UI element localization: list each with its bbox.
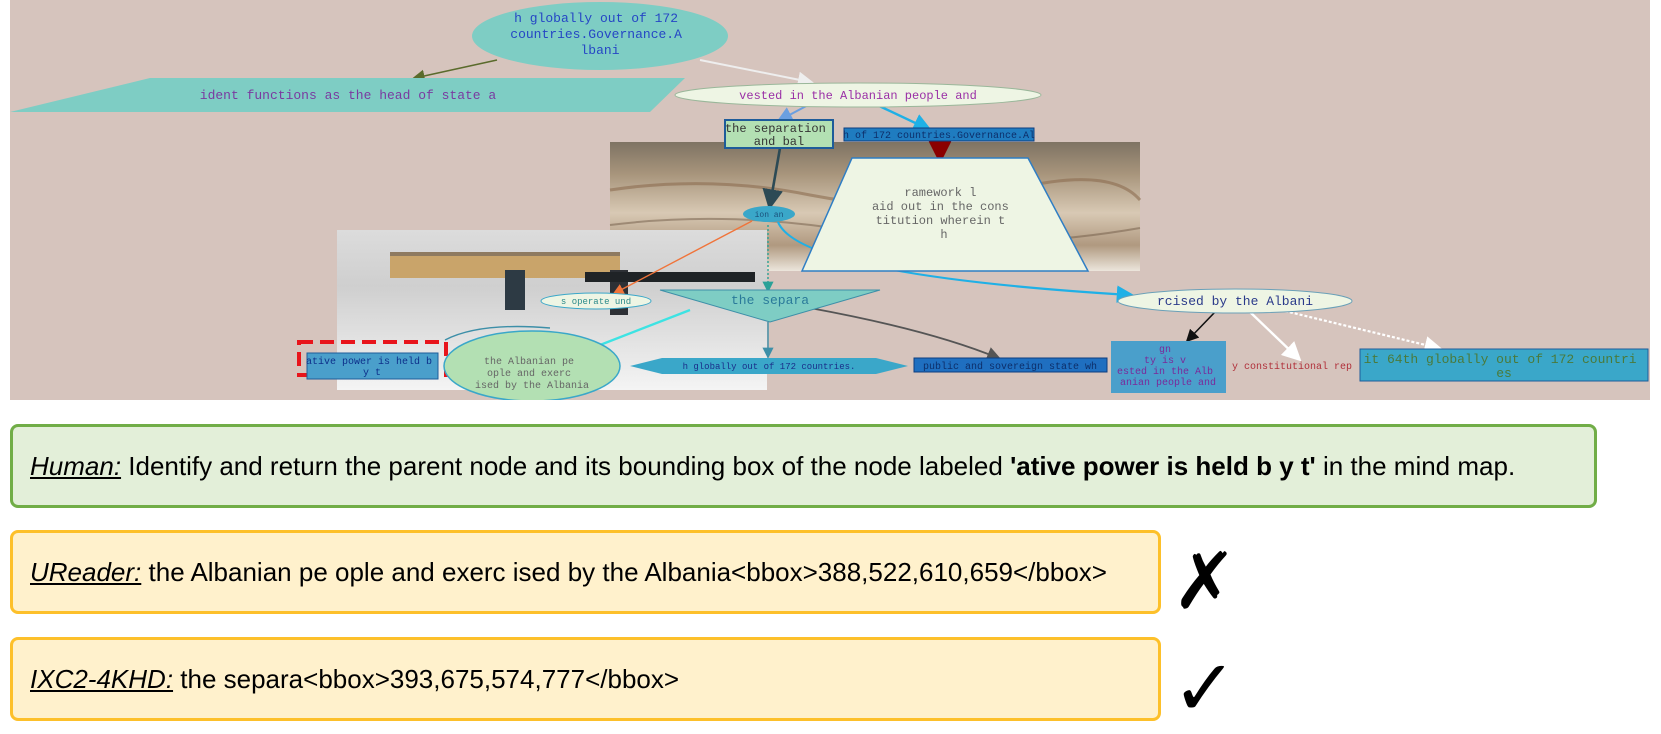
svg-text:rcised by the Albani: rcised by the Albani	[1157, 294, 1313, 309]
ixc2-speaker-label: IXC2-4KHD:	[30, 664, 173, 694]
ixc2-answer: the separa<bbox>393,675,574,777</bbox>	[173, 664, 679, 694]
node-public-line-1: public and sovereign state wh	[923, 361, 1097, 373]
node-top-line-3: lbani	[580, 43, 619, 58]
node-albanian-line-1: the Albanian pe	[484, 356, 574, 368]
human-query-label: 'ative power is held b y t'	[1010, 451, 1316, 481]
svg-text:s operate und: s operate und	[561, 297, 631, 307]
node-small-line-1: ion an	[755, 211, 784, 220]
human-speaker-label: Human:	[30, 451, 121, 481]
node-separa-line-1: the separa	[731, 293, 809, 308]
node-constitutional: y constitutional rep	[1232, 361, 1352, 373]
node-rcised: rcised by the Albani	[1118, 289, 1352, 313]
ixc2-answer-text: IXC2-4KHD: the separa<bbox>393,675,574,7…	[30, 640, 679, 718]
node-albanian: the Albanian pe ople and exerc ised by t…	[444, 331, 620, 400]
node-albanian-line-3: ised by the Albania	[475, 380, 589, 392]
ureader-answer-panel: UReader: the Albanian pe ople and exerc …	[10, 530, 1161, 614]
node-separation-bal: the separation and bal	[725, 120, 833, 149]
ureader-speaker-label: UReader:	[30, 557, 141, 587]
human-prompt-before: Identify and return the parent node and …	[121, 451, 1010, 481]
node-public: public and sovereign state wh	[914, 358, 1107, 373]
node-rcised-line-1: rcised by the Albani	[1157, 294, 1313, 309]
node-64th-line-1: it 64th globally out of 172 countri	[1364, 352, 1637, 367]
node-vested-line-1: vested in the Albanian people and	[739, 89, 977, 103]
node-framework-line-4: h	[940, 228, 947, 242]
node-globally-line-1: h globally out of 172 countries.	[683, 362, 856, 372]
node-constitutional-line-1: y constitutional rep	[1232, 361, 1352, 373]
node-head-line-1: ident functions as the head of state a	[200, 88, 497, 103]
cross-mark-icon: ✗	[1172, 543, 1237, 621]
human-prompt-text: Human: Identify and return the parent no…	[30, 427, 1515, 505]
svg-text:the Albanian pe ople and: the Albanian pe ople and exerc ised by t…	[475, 356, 589, 392]
node-framework-line-1: ramework l	[904, 186, 976, 200]
svg-text:h of 172 countries.Governance.: h of 172 countries.Governance.Al	[843, 130, 1035, 142]
node-small: ion an	[743, 206, 795, 222]
ureader-answer-text: UReader: the Albanian pe ople and exerc …	[30, 533, 1107, 611]
svg-text:the separa: the separa	[731, 293, 809, 308]
node-vested: vested in the Albanian people and	[675, 83, 1041, 107]
check-mark-icon: ✓	[1172, 650, 1237, 728]
ureader-answer: the Albanian pe ople and exerc ised by t…	[141, 557, 1107, 587]
node-64th: it 64th globally out of 172 countri es	[1360, 349, 1648, 381]
node-top: h globally out of 172 countries.Governan…	[472, 2, 728, 70]
svg-text:y constitutional rep: y constitutional rep	[1232, 361, 1352, 373]
node-dark-governance: h of 172 countries.Governance.Al	[843, 128, 1035, 142]
node-albanian-line-2: ople and exerc	[487, 368, 571, 380]
node-operate: s operate und	[541, 293, 651, 309]
svg-text:ident functions as the head of: ident functions as the head of state a	[200, 88, 497, 103]
node-gn-line-4: anian people and	[1120, 377, 1216, 389]
node-top-line-1: h globally out of 172	[514, 11, 678, 26]
mind-map: h globally out of 172 countries.Governan…	[10, 0, 1650, 400]
ixc2-answer-panel: IXC2-4KHD: the separa<bbox>393,675,574,7…	[10, 637, 1161, 721]
svg-text:ion an: ion an	[755, 211, 784, 220]
node-gn-line-2: ty is v	[1144, 355, 1186, 367]
node-operate-line-1: s operate und	[561, 297, 631, 307]
node-gn: gn ty is v ested in the Alb anian people…	[1111, 341, 1226, 393]
node-separation-bal-line-2: and bal	[754, 135, 804, 149]
node-gn-line-1: gn	[1159, 345, 1171, 356]
human-prompt-panel: Human: Identify and return the parent no…	[10, 424, 1597, 508]
node-64th-line-2: es	[1496, 366, 1512, 381]
node-framework-line-3: titution wherein t	[876, 214, 1006, 228]
node-gn-line-3: ested in the Alb	[1117, 366, 1213, 378]
node-framework-line-2: aid out in the cons	[872, 200, 1009, 214]
svg-text:h globally out of 172 countrie: h globally out of 172 countries.	[683, 362, 856, 372]
node-separation-bal-line-1: the separation	[725, 122, 826, 136]
svg-text:public and sovereign state wh: public and sovereign state wh	[923, 361, 1097, 373]
node-dark-governance-line-1: h of 172 countries.Governance.Al	[843, 130, 1035, 142]
node-globally: h globally out of 172 countries.	[630, 358, 908, 374]
node-top-line-2: countries.Governance.A	[510, 27, 682, 42]
node-ative-power-line-2: y t	[363, 368, 381, 379]
svg-text:vested in the Albanian people: vested in the Albanian people and	[739, 89, 977, 103]
node-ative-power-line-1: ative power is held b	[306, 356, 432, 368]
human-prompt-after: in the mind map.	[1316, 451, 1515, 481]
